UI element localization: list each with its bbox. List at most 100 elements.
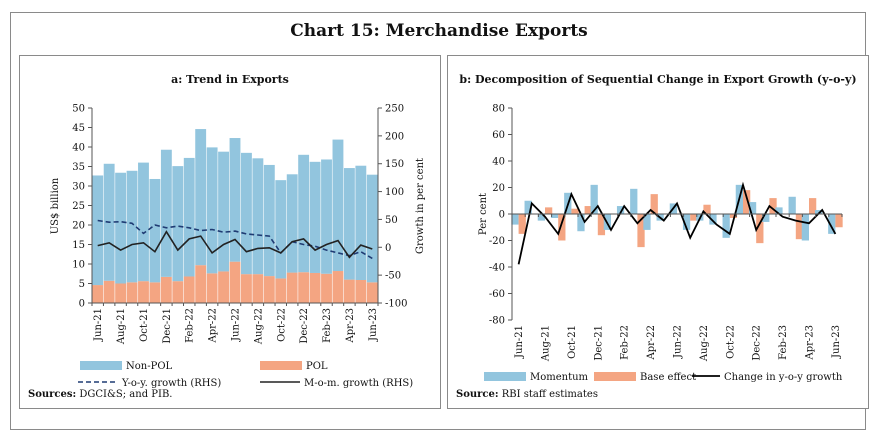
bar-base-effect	[769, 198, 777, 214]
bar-non-pol	[160, 149, 172, 277]
y-tick-label-b: 80	[492, 104, 505, 115]
y2-tick-label: 250	[385, 104, 404, 115]
y-tick-label-b: -40	[489, 263, 505, 274]
bar-base-effect	[690, 214, 698, 221]
y-tick-label-b: -60	[489, 289, 505, 300]
x-tick-label-b: Apr-22	[646, 325, 657, 361]
bar-pol	[286, 272, 298, 303]
x-tick-label: Feb-22	[185, 308, 196, 343]
bar-pol	[309, 272, 321, 303]
bar-pol	[103, 280, 115, 303]
y-tick-label-b: 20	[492, 183, 505, 194]
bar-pol	[115, 283, 127, 303]
y-tick-label-b: -80	[489, 316, 505, 327]
y-tick-label: 40	[72, 143, 85, 154]
bar-pol	[229, 261, 241, 303]
bar-non-pol	[183, 157, 195, 277]
bar-pol	[332, 271, 344, 303]
y-tick-label-b: 0	[499, 210, 505, 221]
panel-trend-in-exports: a: Trend in Exports 0 5 10 15 20 25 30 35 40 45 50 -…	[19, 55, 441, 409]
bar-base-effect	[835, 214, 843, 228]
legend-label-momentum: Momentum	[530, 372, 589, 383]
bar-non-pol	[309, 161, 321, 273]
chart-frame: Chart 15: Merchandise Exports a: Trend i…	[10, 12, 869, 430]
chart-a-svg: a: Trend in Exports 0 5 10 15 20 25 30 35 40 45 50 -…	[50, 73, 426, 389]
bar-base-effect	[703, 204, 711, 214]
bar-base-effect	[545, 207, 553, 214]
y-axis-label-b: Per cent	[478, 193, 489, 235]
bar-pol	[241, 274, 252, 303]
legend-label-yoy: Y-o-y. growth (RHS)	[121, 378, 221, 389]
bar-non-pol	[126, 170, 138, 283]
bar-non-pol	[115, 172, 127, 284]
x-tick-label: Aug-22	[253, 308, 264, 345]
bar-momentum	[524, 200, 532, 214]
bar-pol	[92, 285, 104, 303]
bar-non-pol	[366, 174, 378, 283]
legend-swatch-base-effect	[594, 372, 636, 381]
y-tick-label: 0	[79, 299, 85, 310]
bar-base-effect	[756, 214, 764, 244]
bar-base-effect	[809, 198, 817, 214]
bar-momentum	[682, 214, 691, 230]
bar-momentum	[828, 214, 836, 234]
bar-non-pol	[332, 139, 344, 272]
bar-non-pol	[355, 165, 367, 280]
bar-momentum	[643, 214, 651, 230]
y2-axis-label: Growth in per cent	[415, 158, 426, 254]
y-tick-label: 15	[72, 240, 85, 251]
x-tick-label-b: Aug-22	[699, 325, 710, 362]
y2-tick-label: 50	[385, 215, 398, 226]
bar-non-pol	[229, 138, 241, 262]
x-tick-label: Jun-22	[231, 308, 242, 342]
y-axis-label: US$ billion	[50, 177, 61, 234]
bar-momentum	[709, 214, 717, 225]
bar-momentum	[577, 214, 585, 232]
x-tick-label-b: Dec-22	[752, 325, 763, 361]
x-tick-label: Apr-23	[345, 308, 356, 344]
bar-momentum	[537, 214, 545, 221]
bar-base-effect	[729, 214, 738, 218]
bar-pol	[355, 279, 367, 303]
bar-non-pol	[343, 168, 355, 280]
bar-momentum	[801, 214, 809, 241]
bar-non-pol	[92, 175, 104, 286]
bar-non-pol	[149, 178, 161, 283]
bar-momentum	[762, 214, 770, 222]
bar-base-effect	[571, 208, 579, 214]
bar-momentum	[788, 196, 796, 214]
bar-pol	[138, 281, 149, 303]
bar-pol	[343, 279, 355, 303]
x-tick-label: Oct-21	[139, 308, 150, 342]
y-tick-label: 35	[72, 162, 85, 173]
y-tick-label: 10	[72, 260, 85, 271]
x-tick-label: Oct-22	[276, 308, 287, 342]
x-tick-label: Apr-22	[208, 308, 219, 344]
bar-non-pol	[172, 166, 184, 282]
bar-momentum	[550, 214, 559, 218]
x-tick-label-b: Aug-21	[541, 325, 552, 362]
bar-momentum	[775, 207, 783, 214]
bar-pol	[321, 273, 332, 303]
main-title: Chart 15: Merchandise Exports	[290, 21, 588, 41]
bar-momentum	[748, 202, 757, 214]
legend-swatch-momentum	[484, 372, 526, 381]
bar-momentum	[722, 214, 730, 238]
x-tick-label-b: Apr-23	[805, 325, 816, 361]
y-tick-label-b: -20	[489, 236, 505, 247]
source-a-text: DGCI&S; and PIB.	[79, 389, 173, 400]
x-tick-label: Jun-23	[368, 308, 379, 342]
bar-pol	[126, 282, 138, 303]
y2-tick-label: 200	[385, 131, 404, 142]
x-tick-label: Aug-21	[116, 308, 127, 345]
x-tick-label: Dec-21	[162, 308, 173, 344]
y-tick-label-b: 60	[492, 130, 505, 141]
line-mom-growth	[97, 230, 373, 259]
bar-base-effect	[597, 214, 606, 236]
bar-momentum	[630, 188, 638, 214]
y-tick-label: 5	[79, 279, 85, 290]
bar-pol	[172, 281, 184, 303]
x-tick-label-b: Oct-22	[725, 325, 736, 359]
bar-pol	[275, 278, 287, 303]
bar-non-pol	[275, 180, 287, 279]
